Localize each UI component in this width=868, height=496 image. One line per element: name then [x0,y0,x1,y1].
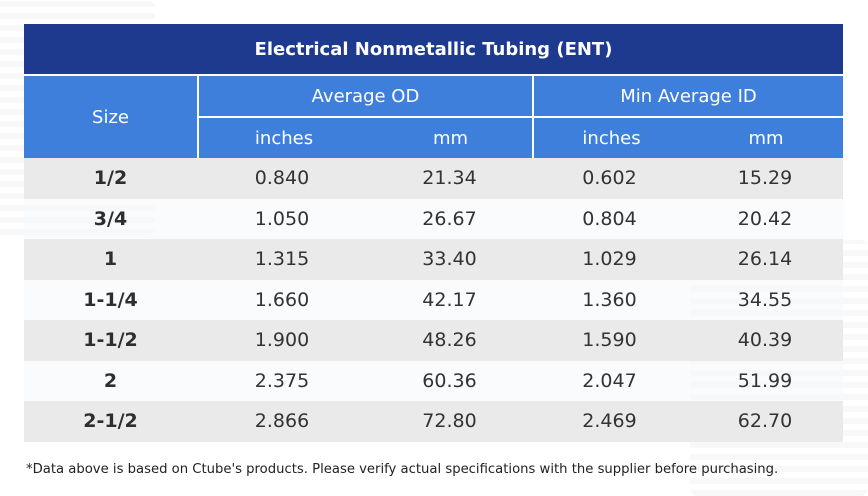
id-mm-cell: 20.42 [737,207,793,230]
id-inches-header: inches [582,127,641,149]
od-inches-header: inches [254,127,314,149]
id-inches-cell: 1.029 [582,248,637,271]
ent-spec-table: Electrical Nonmetallic Tubing (ENT) Size… [24,24,843,442]
id-inches-cell: 1.360 [582,288,637,311]
min-average-id-header: Min Average ID [620,85,757,107]
id-inches-cell: 0.602 [582,167,637,190]
od-inches-cell: 2.375 [254,369,310,392]
od-mm-cell: 21.34 [422,167,477,190]
size-cell: 3/4 [93,207,128,230]
table-header: Size Average OD Min Average ID inches mm… [24,76,843,158]
od-mm-cell: 48.26 [422,329,477,352]
size-cell: 1-1/2 [83,329,138,352]
average-od-header: Average OD [311,85,420,107]
size-cell: 2 [103,369,118,392]
header-divider [197,76,199,158]
od-inches-cell: 1.660 [254,288,310,311]
id-mm-cell: 51.99 [737,369,793,392]
id-mm-cell: 26.14 [737,248,793,271]
od-inches-cell: 1.315 [254,248,310,271]
od-mm-cell: 42.17 [422,288,477,311]
id-mm-cell: 34.55 [737,288,793,311]
od-mm-cell: 26.67 [422,207,477,230]
id-mm-cell: 62.70 [737,410,793,433]
id-inches-cell: 2.469 [582,410,637,433]
table-row: 1-1/4 1.660 42.17 1.360 34.55 [24,279,843,320]
id-mm-cell: 40.39 [737,329,793,352]
od-inches-cell: 1.900 [254,329,310,352]
id-mm-cell: 15.29 [737,167,793,190]
table-body: 1/2 0.840 21.34 0.602 15.29 3/4 1.050 26… [24,158,843,442]
od-inches-cell: 0.840 [254,167,310,190]
id-inches-cell: 2.047 [582,369,637,392]
od-mm-cell: 72.80 [422,410,477,433]
od-inches-cell: 2.866 [254,410,310,433]
disclaimer-footnote: *Data above is based on Ctube's products… [26,462,779,477]
od-inches-cell: 1.050 [254,207,310,230]
size-cell: 2-1/2 [83,410,138,433]
od-mm-cell: 33.40 [422,248,477,271]
table-title: Electrical Nonmetallic Tubing (ENT) [24,24,843,76]
table-row: 1-1/2 1.900 48.26 1.590 40.39 [24,320,843,361]
table-row: 1 1.315 33.40 1.029 26.14 [24,239,843,280]
table-row: 2 2.375 60.36 2.047 51.99 [24,360,843,401]
id-inches-cell: 1.590 [582,329,637,352]
table-row: 2-1/2 2.866 72.80 2.469 62.70 [24,401,843,442]
size-cell: 1/2 [93,167,128,190]
size-header: Size [92,106,129,128]
od-mm-cell: 60.36 [422,369,477,392]
size-cell: 1-1/4 [83,288,138,311]
id-inches-cell: 0.804 [582,207,637,230]
table-row: 3/4 1.050 26.67 0.804 20.42 [24,198,843,239]
header-divider [199,116,843,118]
od-mm-header: mm [432,127,469,149]
id-mm-header: mm [748,127,784,149]
table-row: 1/2 0.840 21.34 0.602 15.29 [24,158,843,199]
size-cell: 1 [103,248,118,271]
